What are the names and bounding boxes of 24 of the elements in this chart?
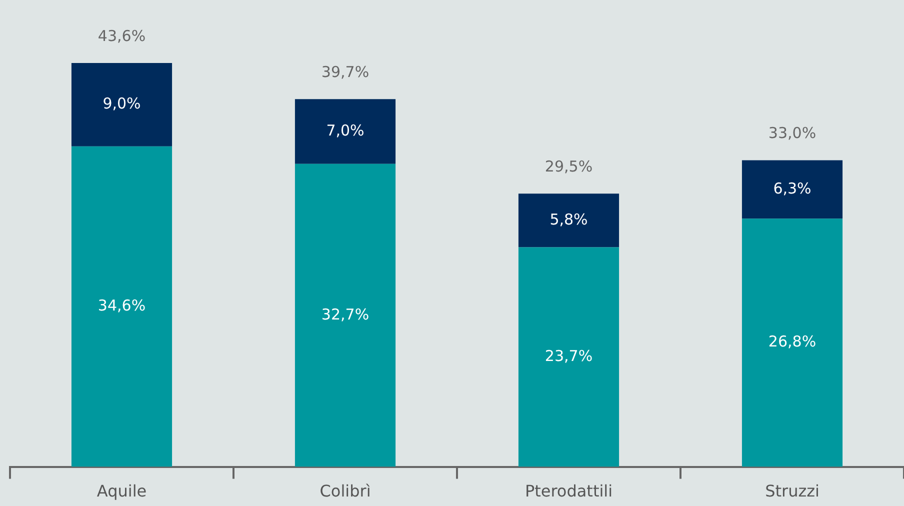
bar bbox=[294, 164, 396, 467]
x-tick-label: Struzzi bbox=[765, 482, 820, 501]
total-label: 29,5% bbox=[544, 157, 593, 176]
data-label: 5,8% bbox=[550, 210, 588, 228]
data-label: 9,0% bbox=[102, 94, 141, 113]
bar bbox=[742, 160, 843, 219]
x-tick-label: Colibrì bbox=[320, 482, 371, 501]
total-label: 43,6% bbox=[98, 26, 146, 45]
data-label: 34,6% bbox=[98, 296, 146, 314]
bar bbox=[518, 247, 620, 467]
data-label: 7,0% bbox=[326, 121, 364, 140]
total-label: 33,0% bbox=[768, 124, 816, 142]
x-tick-label: Pterodattili bbox=[524, 482, 613, 501]
data-label: 32,7% bbox=[321, 305, 370, 324]
bar bbox=[742, 218, 843, 467]
data-label: 6,3% bbox=[773, 179, 812, 198]
bar bbox=[294, 99, 396, 164]
bar bbox=[71, 62, 172, 146]
data-label: 23,7% bbox=[544, 346, 593, 365]
bar bbox=[518, 194, 620, 248]
bar bbox=[71, 146, 172, 467]
x-tick-label: Aquile bbox=[96, 482, 147, 501]
data-label: 26,8% bbox=[768, 332, 816, 351]
total-label: 39,7% bbox=[321, 62, 370, 81]
